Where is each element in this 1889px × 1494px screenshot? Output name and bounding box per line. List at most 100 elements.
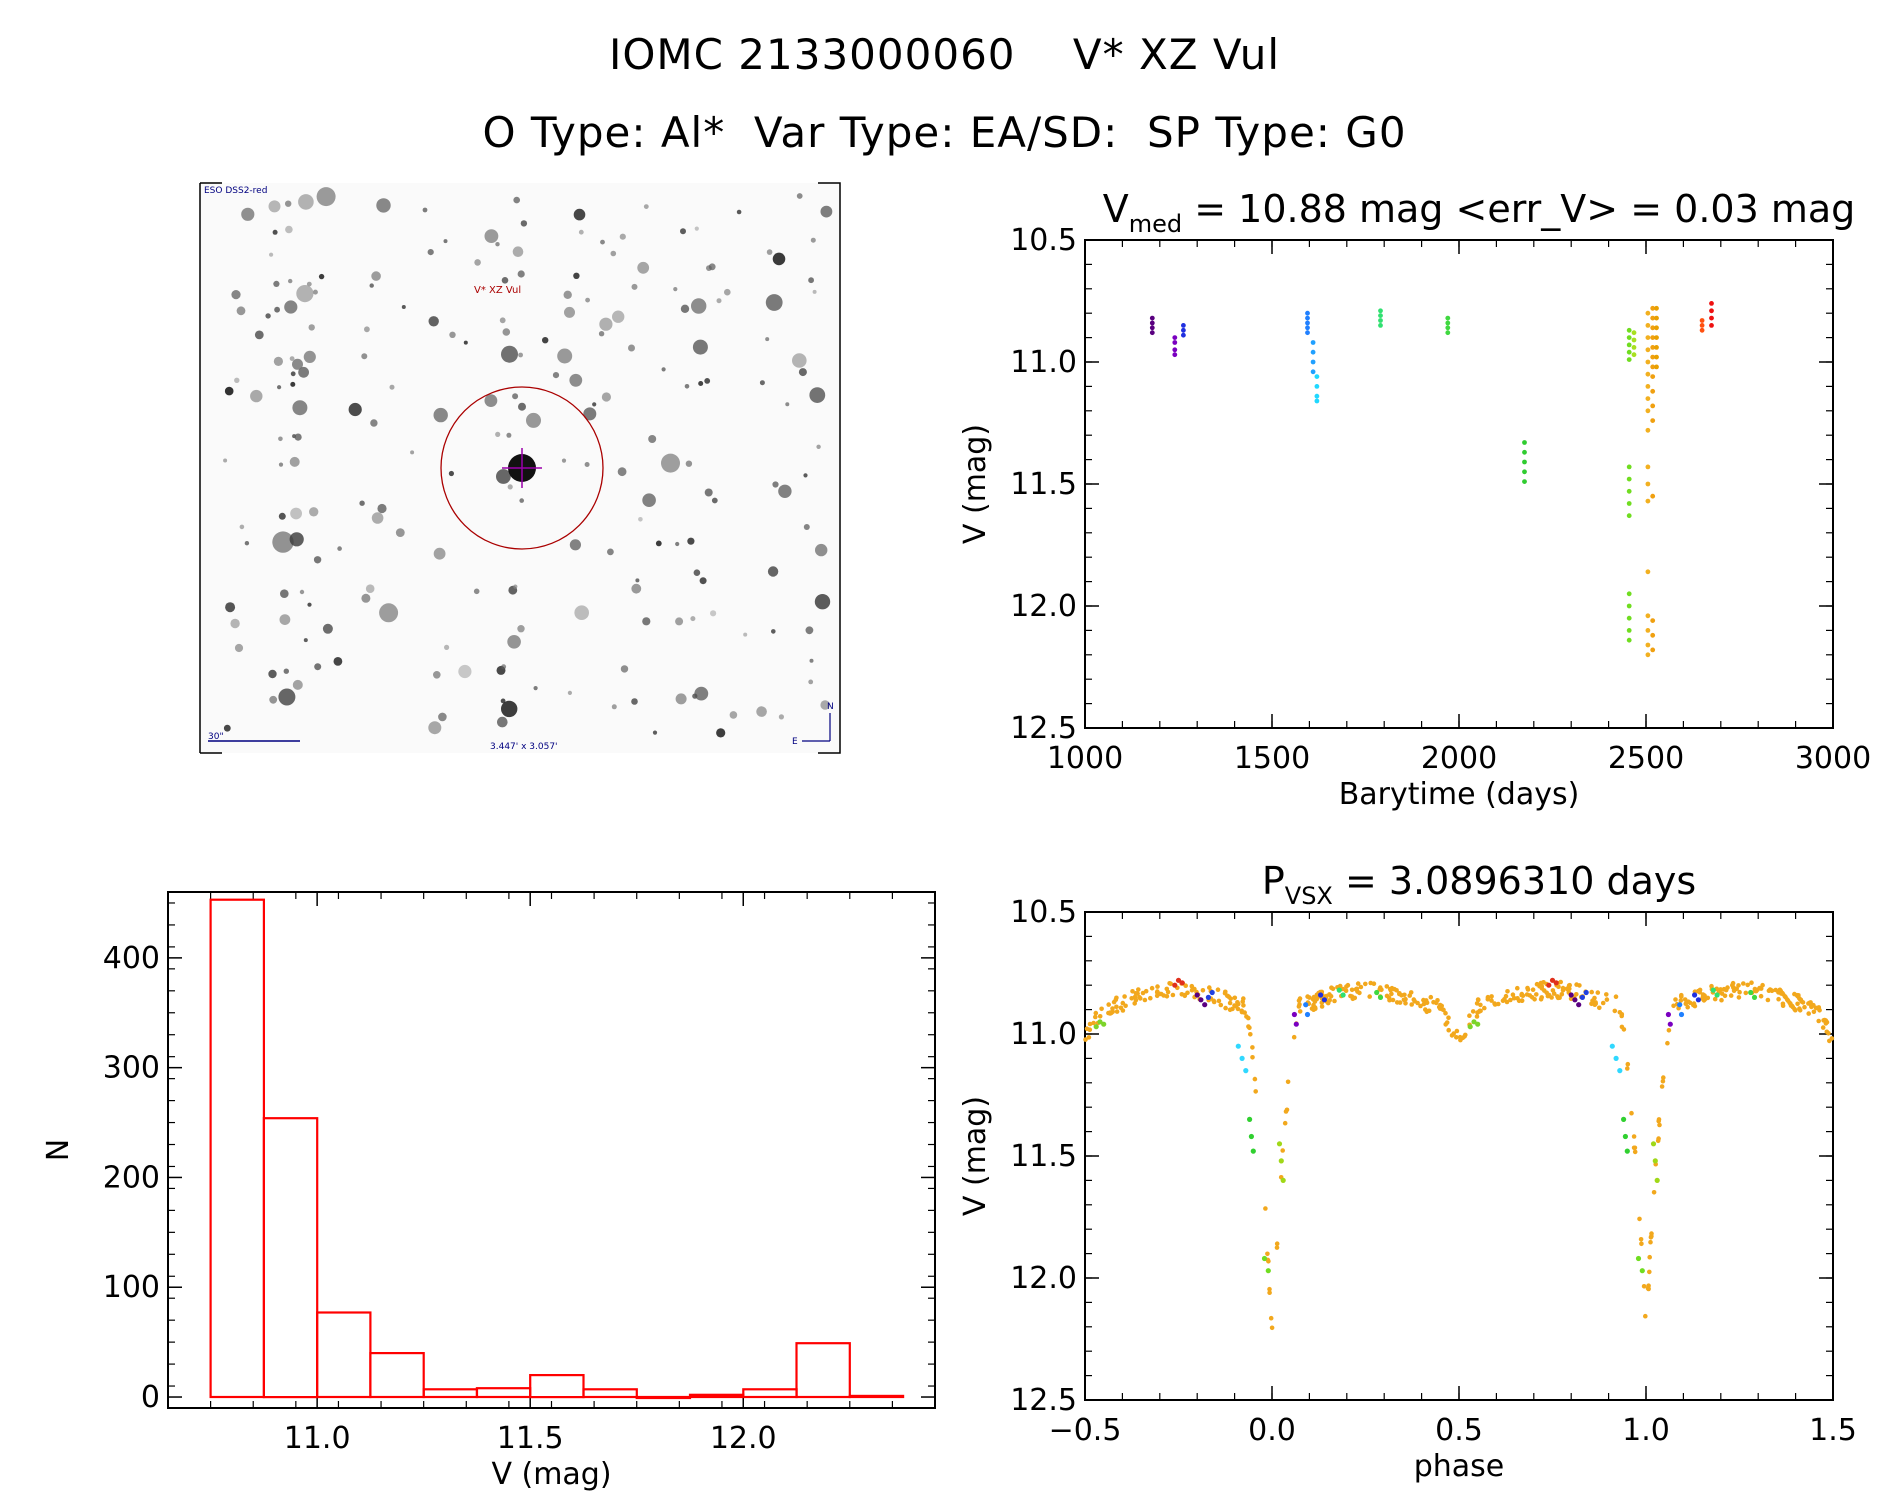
star <box>495 242 500 247</box>
phase-point-colored <box>1635 1255 1642 1262</box>
star <box>234 643 244 653</box>
phased-ytick-label: 12.5 <box>1010 1383 1077 1418</box>
phase-point <box>1392 986 1397 992</box>
lightcurve-point <box>1626 327 1632 333</box>
lightcurve-point <box>1181 327 1186 333</box>
phase-point <box>1235 1006 1241 1012</box>
phase-point <box>1418 1003 1423 1009</box>
star <box>333 657 343 666</box>
star <box>772 481 779 488</box>
phase-point <box>1758 993 1764 999</box>
phase-point <box>1149 985 1155 991</box>
lightcurve-point <box>1310 340 1316 345</box>
phase-point <box>1505 989 1510 994</box>
phase-point-colored <box>1572 997 1578 1003</box>
phase-point-colored <box>1549 977 1556 983</box>
lightcurve-point <box>1314 384 1320 389</box>
histogram-xtick-label: 11.5 <box>497 1421 564 1456</box>
phase-point <box>1511 995 1517 1001</box>
star <box>428 316 439 327</box>
phased-ytick-label: 10.5 <box>1010 895 1077 930</box>
phase-point <box>1659 1084 1665 1089</box>
phase-point <box>1170 992 1176 998</box>
lightcurve-point <box>1626 488 1632 494</box>
lightcurve-point <box>1149 315 1155 321</box>
star <box>573 208 586 221</box>
phase-point <box>1285 1079 1291 1085</box>
phase-point <box>1629 1110 1634 1116</box>
phase-point <box>1263 1206 1268 1211</box>
phase-point-colored <box>1278 1158 1284 1164</box>
lightcurve-point <box>1654 335 1659 340</box>
phase-point-colored <box>1209 989 1215 996</box>
phase-point-colored <box>1377 994 1384 1001</box>
histogram-bar <box>262 1117 319 1399</box>
phase-point-colored <box>1609 1043 1615 1049</box>
lightcurve-point <box>1645 481 1651 487</box>
histogram-bar <box>742 1388 798 1399</box>
star <box>312 289 318 295</box>
phase-point <box>1780 1001 1786 1007</box>
phase-point <box>1534 992 1539 997</box>
lightcurve-point <box>1650 418 1656 423</box>
star <box>299 589 305 595</box>
star <box>803 473 808 478</box>
phase-point <box>1731 984 1736 990</box>
lightcurve-xtick-label: 1500 <box>1234 741 1310 776</box>
phase-point <box>1268 1315 1274 1321</box>
star <box>820 700 830 710</box>
phase-point-colored <box>1639 1268 1645 1274</box>
lightcurve-point <box>1445 325 1451 331</box>
star <box>816 444 821 449</box>
lightcurve-point <box>1314 393 1320 399</box>
star <box>690 616 696 622</box>
phase-point <box>1665 1040 1670 1046</box>
phase-point <box>1792 991 1797 997</box>
star <box>635 578 640 583</box>
phase-point <box>1719 997 1724 1003</box>
phase-point <box>1749 980 1754 985</box>
phase-point <box>1646 1283 1651 1288</box>
star <box>692 339 708 355</box>
phase-point-colored <box>1579 994 1585 1001</box>
star <box>223 724 231 732</box>
lightcurve-point <box>1305 320 1310 326</box>
phase-point-colored <box>1650 1141 1657 1147</box>
phase-point-colored <box>1321 997 1327 1003</box>
star <box>273 280 280 287</box>
phase-point-colored <box>1097 1019 1103 1025</box>
phase-point <box>1241 1003 1246 1008</box>
star <box>410 450 415 455</box>
star <box>796 193 803 199</box>
phase-point <box>1443 1022 1448 1027</box>
histogram-ytick-label: 0 <box>141 1380 160 1415</box>
finder-frame <box>199 182 841 754</box>
phase-point-colored <box>1235 1043 1241 1049</box>
lightcurve-point <box>1378 323 1383 328</box>
star <box>766 249 773 255</box>
star <box>296 285 314 303</box>
phase-point-colored <box>1175 977 1182 983</box>
star <box>617 467 627 477</box>
phase-point-colored <box>1318 992 1324 998</box>
phase-point <box>1274 1245 1280 1250</box>
star <box>250 389 263 403</box>
phase-point <box>1218 1002 1224 1008</box>
phase-point <box>1743 990 1749 996</box>
phase-point <box>1467 1013 1472 1018</box>
star <box>473 588 480 595</box>
phase-point <box>1637 1216 1642 1222</box>
star <box>438 712 447 722</box>
star <box>501 700 518 718</box>
star <box>506 432 512 438</box>
phase-point <box>1737 989 1742 995</box>
histogram-ytick-label: 100 <box>103 1270 160 1305</box>
phase-point <box>1639 1241 1644 1247</box>
phased-ylabel: V (mag) <box>958 1096 993 1216</box>
phase-point <box>1291 1034 1297 1040</box>
star <box>578 229 584 235</box>
phase-point <box>1311 1002 1316 1008</box>
star <box>765 294 783 311</box>
star <box>502 328 511 336</box>
star <box>631 698 638 705</box>
